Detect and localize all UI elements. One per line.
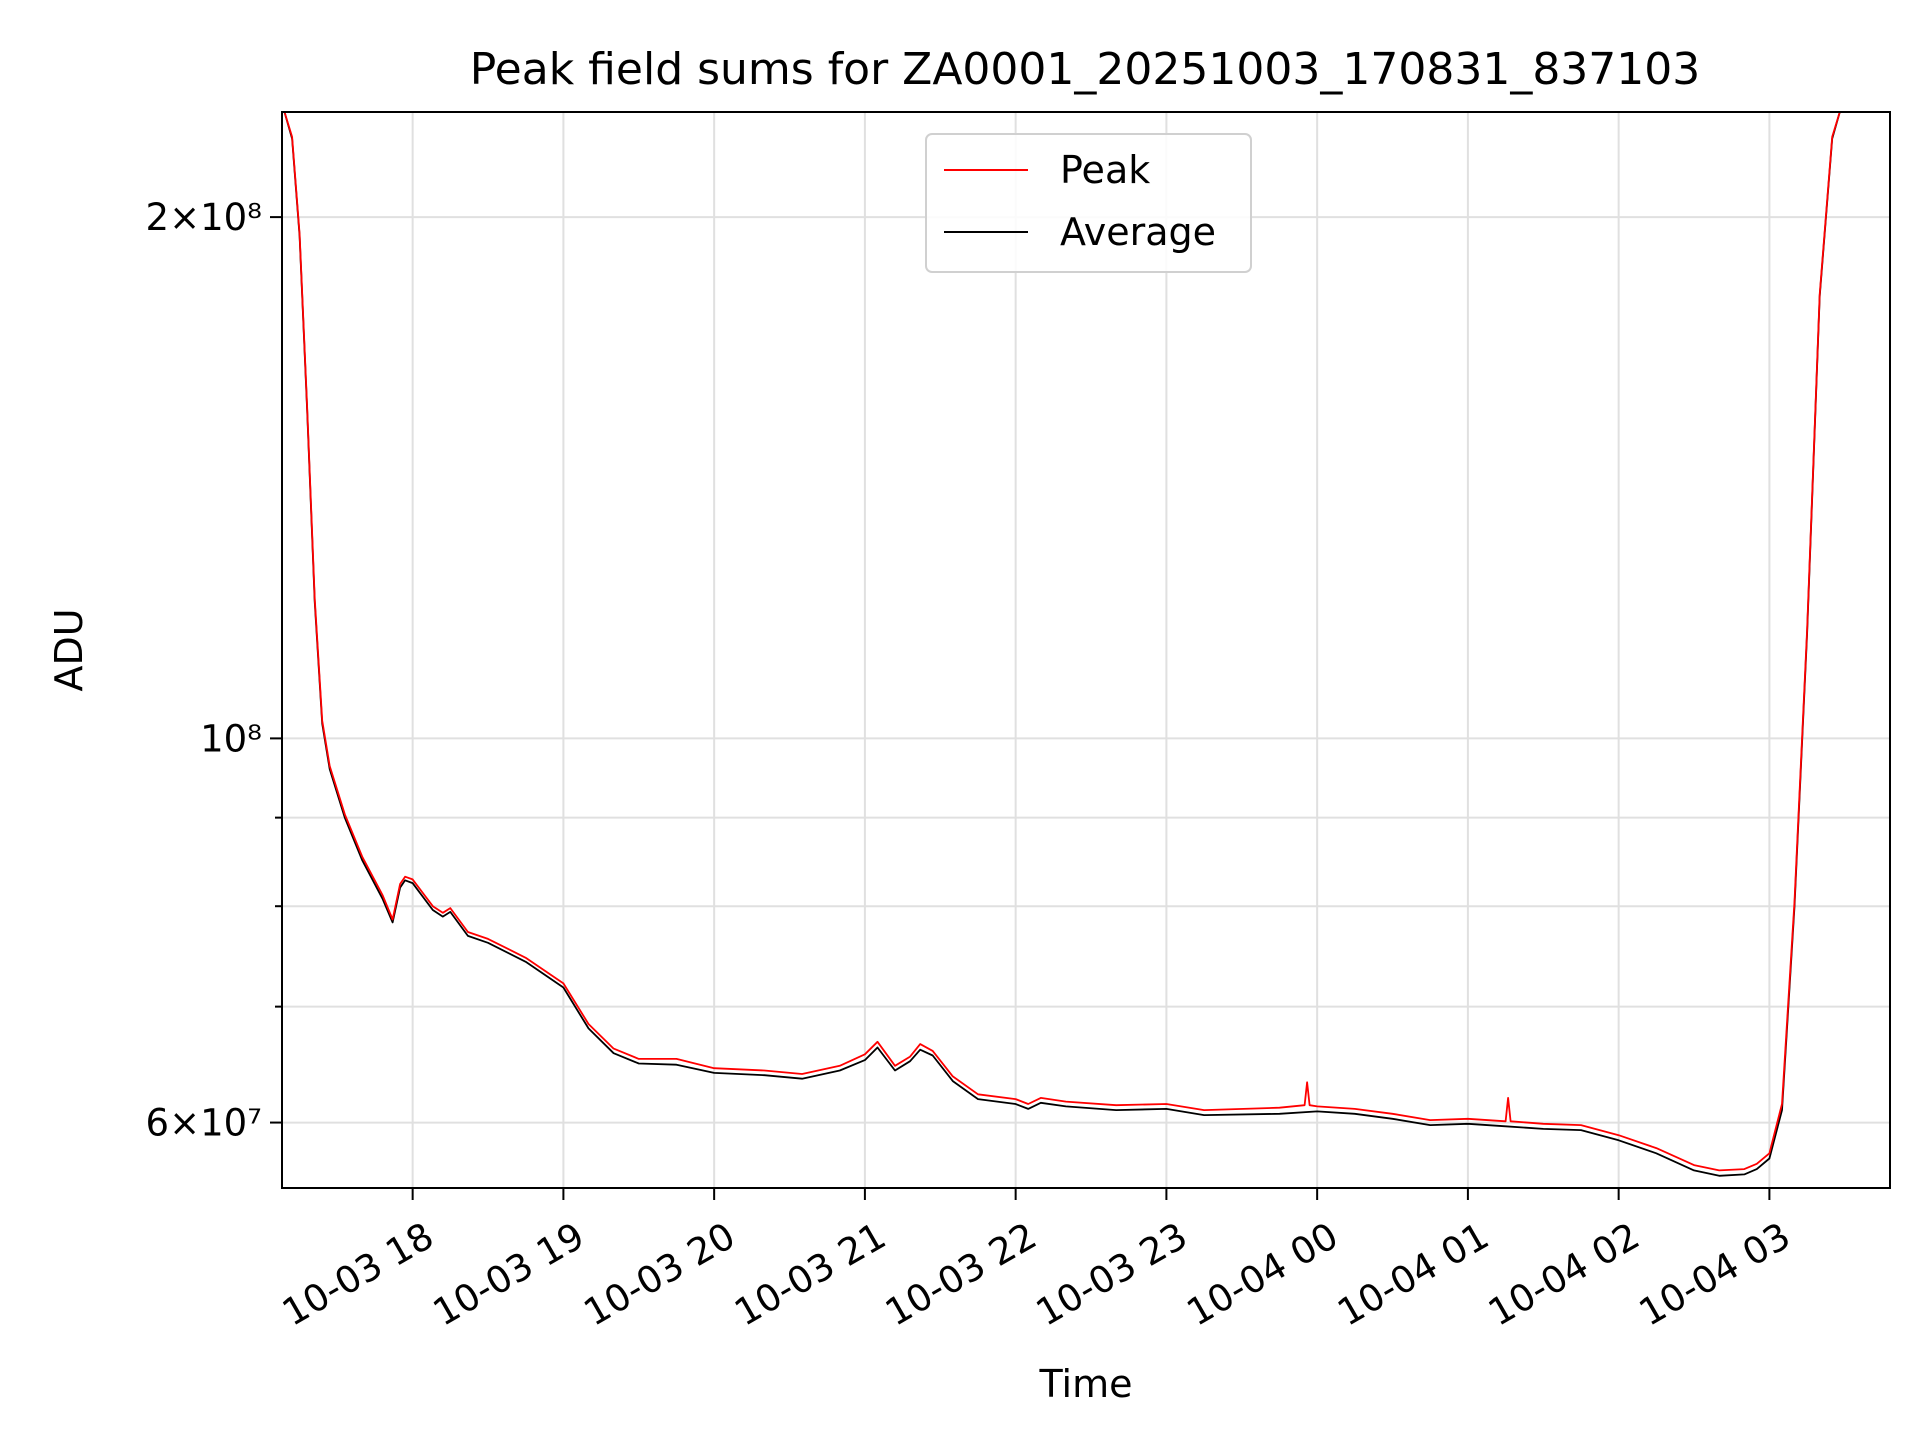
series-line-peak bbox=[283, 111, 1841, 1172]
y-axis-label: ADU bbox=[47, 608, 91, 691]
y-tick-label: 2×10⁸ bbox=[146, 196, 262, 239]
y-tick-label: 6×10⁷ bbox=[146, 1102, 262, 1145]
legend: Peak Average bbox=[925, 133, 1252, 273]
legend-peak-label: Peak bbox=[1060, 148, 1150, 192]
series-layer bbox=[283, 111, 1841, 1177]
legend-average-label: Average bbox=[1060, 210, 1216, 254]
axes-frame bbox=[281, 111, 1891, 1189]
y-tick-label: 10⁸ bbox=[200, 717, 262, 760]
chart-title: Peak field sums for ZA0001_20251003_1708… bbox=[470, 44, 1701, 95]
x-axis-label: Time bbox=[1039, 1362, 1133, 1406]
legend-box bbox=[925, 133, 1252, 273]
